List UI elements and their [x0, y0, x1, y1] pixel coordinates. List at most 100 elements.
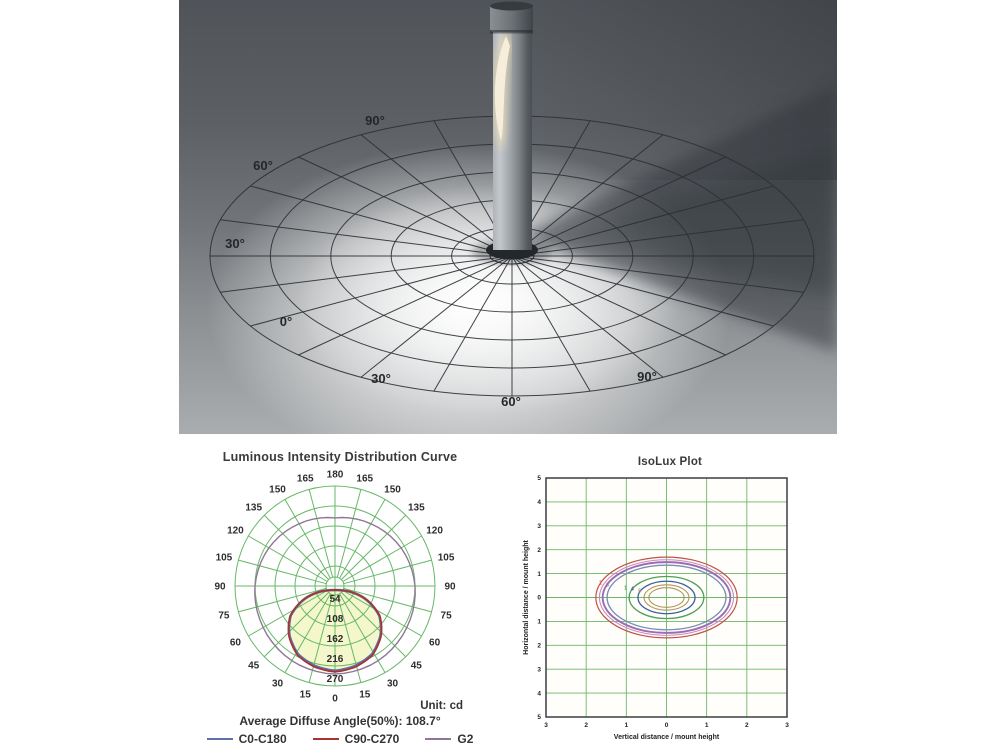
- contour: [595, 556, 738, 639]
- legend: C0-C180 C90-C270 G2: [195, 732, 485, 746]
- label: 2: [537, 547, 541, 554]
- label: 0: [537, 595, 541, 602]
- label: 1: [705, 722, 709, 729]
- grid-spoke: [220, 255, 513, 293]
- label: 108: [327, 614, 344, 625]
- label: 3: [606, 583, 609, 589]
- iso-grid: [546, 478, 787, 717]
- contour: [648, 587, 685, 608]
- legend-label: G2: [457, 732, 474, 746]
- label: 60: [230, 638, 242, 649]
- label: 150: [269, 485, 286, 496]
- label: 54: [329, 594, 341, 605]
- contour: [643, 584, 690, 611]
- label: 90: [214, 582, 226, 593]
- polar-chart-title: Luminous Intensity Distribution Curve: [222, 450, 458, 464]
- grid-spoke: [511, 255, 591, 392]
- grid-spoke: [298, 156, 513, 257]
- label: 0: [665, 722, 669, 729]
- label: 5: [537, 475, 541, 482]
- photo-scene: 90° 60° 30° 0° 30° 60° 90°: [179, 0, 837, 434]
- label: 162: [327, 634, 344, 645]
- grid-spoke: [220, 219, 513, 257]
- product-photo: 90° 60° 30° 0° 30° 60° 90°: [179, 0, 837, 434]
- label: 0: [332, 694, 338, 705]
- label: 1: [537, 571, 541, 578]
- label: 2: [584, 722, 588, 729]
- grid-spoke: [511, 134, 664, 257]
- bollard-cap-top: [490, 1, 533, 11]
- label: 3: [544, 722, 548, 729]
- legend-item-g2: G2: [425, 732, 473, 746]
- label: 105: [438, 553, 455, 564]
- label: 4: [537, 690, 541, 697]
- label: 2: [599, 581, 602, 587]
- unit-label: Unit: cd: [420, 700, 463, 712]
- label: 60°: [253, 158, 273, 173]
- label: Vertical distance / mount height: [614, 734, 720, 741]
- legend-label: C0-C180: [238, 732, 287, 746]
- label: 75: [441, 610, 453, 621]
- label: 0°: [280, 314, 292, 329]
- grid-spoke: [298, 255, 513, 356]
- label: 30: [387, 678, 399, 689]
- contour: [628, 575, 705, 620]
- bollard-cap: [490, 4, 533, 32]
- grid-spoke: [511, 219, 804, 257]
- label: 60°: [501, 394, 521, 409]
- label: Horizontal distance / mount height: [523, 539, 530, 654]
- grid-spoke: [511, 156, 726, 257]
- label: 75: [218, 610, 230, 621]
- luminous-intensity-chart: Luminous Intensity Distribution Curve 54…: [195, 448, 485, 750]
- label: 1: [624, 586, 627, 592]
- label: 165: [356, 473, 373, 484]
- curve-c90-c270: [287, 589, 383, 673]
- label: 4: [631, 587, 634, 593]
- label: 2: [745, 722, 749, 729]
- grid-spoke: [511, 255, 664, 378]
- cap-underside: [490, 30, 533, 34]
- label: 105: [216, 553, 233, 564]
- legend-swatch: [425, 738, 452, 740]
- grid-spoke: [250, 255, 513, 327]
- plot-border: [545, 477, 788, 718]
- label: 90°: [637, 369, 657, 384]
- grid-spoke: [511, 255, 804, 293]
- contour-ellipses: [595, 556, 738, 639]
- label: 3: [537, 523, 541, 530]
- grid-spoke: [360, 255, 513, 378]
- label: 216: [327, 654, 344, 665]
- label: 15: [359, 690, 371, 701]
- label: 5: [537, 714, 541, 721]
- label: 135: [408, 502, 425, 513]
- label: 15: [300, 690, 312, 701]
- label: 1: [625, 722, 629, 729]
- label: 270: [327, 674, 344, 685]
- contour: [598, 559, 735, 636]
- isolux-title: IsoLux Plot: [637, 456, 703, 468]
- grid-spoke: [511, 185, 774, 257]
- grid-spoke: [511, 255, 726, 356]
- average-diffuse-angle: Average Diffuse Angle(50%): 108.7°: [239, 714, 441, 728]
- label: 30°: [371, 371, 391, 386]
- contour: [637, 580, 696, 615]
- isolux-chart: IsoLux Plot 2 3 1 4 5 3 2 1 0 1 2 3 5 4 3 2 1 0 1 2 3 4 5 Verti…: [510, 448, 830, 750]
- label: 4: [537, 499, 541, 506]
- cast-shadow-core: [520, 148, 837, 296]
- curve-g2: [254, 516, 416, 675]
- label: 3: [537, 666, 541, 673]
- label: 45: [248, 661, 260, 672]
- label: 90°: [365, 113, 385, 128]
- legend-swatch: [206, 738, 233, 740]
- label: 3: [785, 722, 789, 729]
- polar-plot: 54 108 162 216 270 0 15 15 30 30 45 45 60 60 75 75 90 90 1…: [214, 470, 456, 705]
- grid-spoke: [360, 134, 513, 257]
- label: 45: [411, 661, 423, 672]
- label: 165: [297, 473, 314, 484]
- grid-spoke: [511, 255, 774, 327]
- label: 5: [638, 588, 641, 594]
- light-aperture: [494, 36, 510, 141]
- grid-spoke: [433, 255, 513, 392]
